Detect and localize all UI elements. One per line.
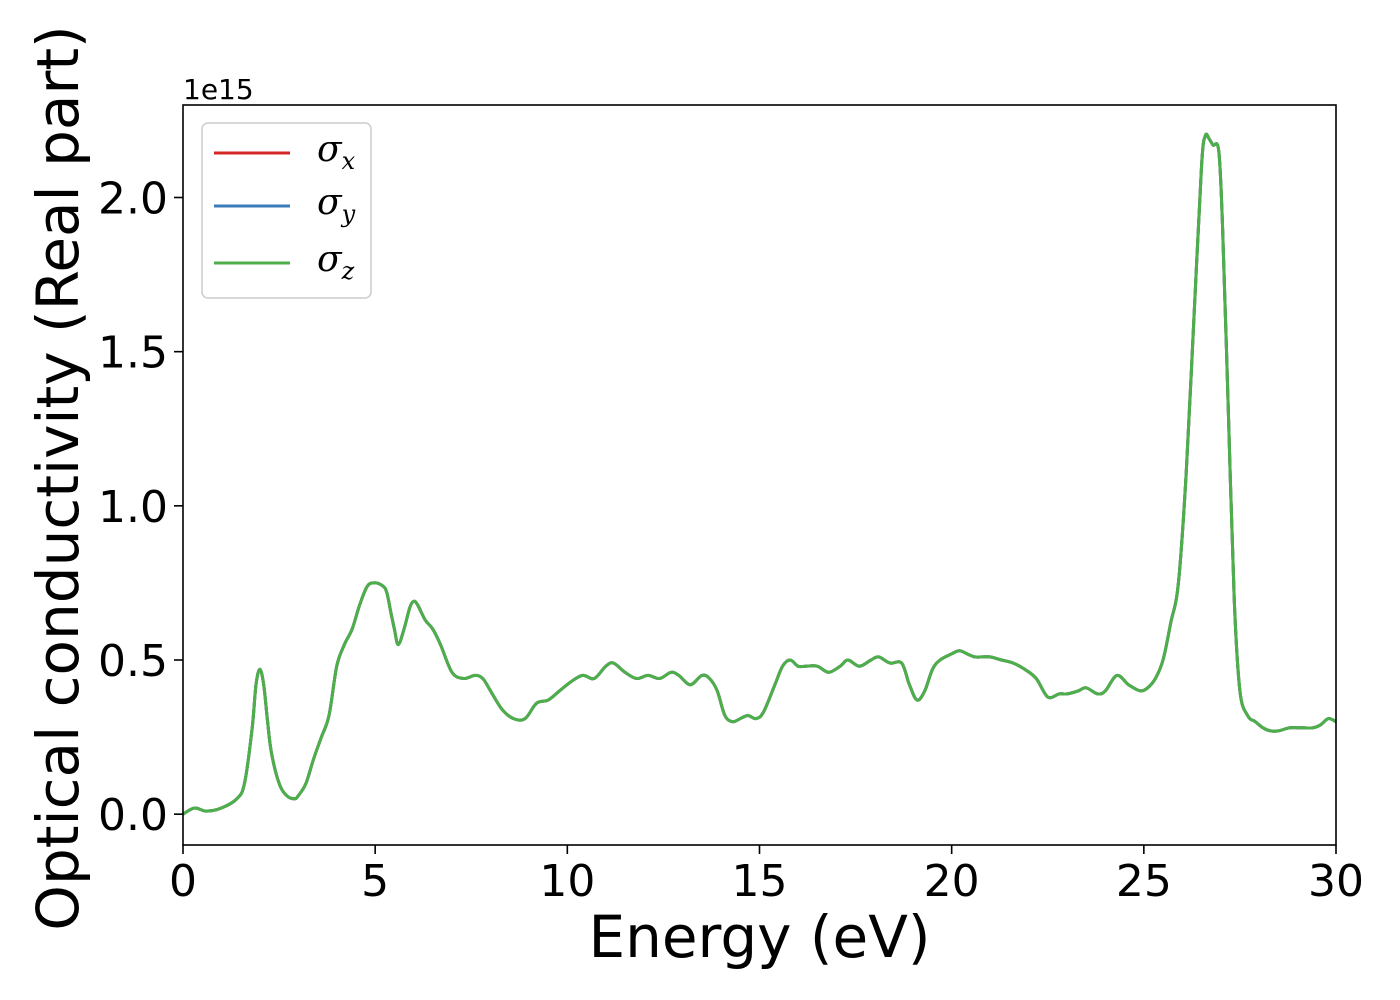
legend: σx σy σz [201, 122, 372, 299]
y-tick-label: 1.5 [98, 328, 168, 379]
series-layer [182, 132, 1337, 816]
legend-label: σy [317, 182, 356, 228]
legend-label: σz [317, 239, 355, 285]
x-tick-label: 25 [1116, 856, 1172, 907]
x-tick-label: 20 [924, 856, 980, 907]
x-tick-label: 15 [732, 856, 788, 907]
legend-label: σx [317, 129, 356, 175]
y-axis-ticks: 0.0 0.5 1.0 1.5 2.0 [98, 174, 183, 841]
x-axis-title: Energy (eV) [588, 903, 930, 971]
y-tick-label: 2.0 [98, 174, 168, 225]
x-tick-label: 30 [1308, 856, 1364, 907]
y-tick-label: 0.0 [98, 790, 168, 841]
x-tick-label: 5 [361, 856, 389, 907]
x-tick-label: 10 [539, 856, 595, 907]
y-axis-offset-label: 1e15 [183, 73, 254, 106]
y-axis-title: Optical conductivity (Real part) [24, 25, 92, 930]
x-axis-ticks: 0 5 10 15 20 25 30 [169, 845, 1364, 907]
y-tick-label: 1.0 [98, 482, 168, 533]
x-tick-label: 0 [169, 856, 197, 907]
series-line-2 [182, 132, 1337, 816]
legend-box [201, 122, 372, 299]
legend-items: σx σy σz [214, 129, 356, 285]
y-tick-label: 0.5 [98, 636, 168, 687]
